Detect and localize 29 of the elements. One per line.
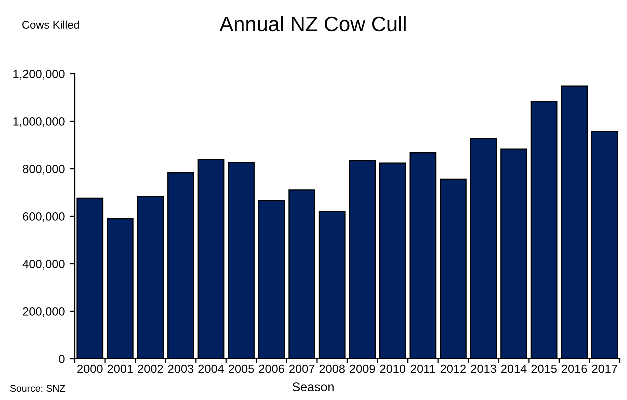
x-tick-label: 2014 <box>501 364 527 374</box>
x-tick-label: 2008 <box>320 364 345 374</box>
x-tick-label: 2012 <box>440 364 466 374</box>
x-tick-label: 2000 <box>78 364 103 374</box>
chart-title: Annual NZ Cow Cull <box>220 16 406 32</box>
y-tick-label: 200,000 <box>23 308 65 318</box>
y-tick-label: 1,000,000 <box>14 118 65 128</box>
x-tick-label: 2001 <box>108 364 133 374</box>
y-tick-label: 1,200,000 <box>14 70 65 80</box>
y-tick-label: 0 <box>59 355 65 364</box>
y-tick-label: 600,000 <box>23 212 65 222</box>
x-tick-label: 2002 <box>138 364 164 374</box>
x-tick-label: 2007 <box>290 364 315 374</box>
x-tick-label: 2009 <box>350 364 376 374</box>
y-axis-title: Cows Killed <box>22 20 80 29</box>
x-tick-label: 2006 <box>259 364 284 374</box>
x-axis-title: Season <box>292 382 334 392</box>
x-tick-label: 2015 <box>532 364 557 374</box>
y-tick-label: 400,000 <box>22 260 65 270</box>
y-tick-label: 800,000 <box>23 165 65 175</box>
source-note: Source: SNZ <box>10 385 66 392</box>
x-tick-label: 2010 <box>380 364 406 374</box>
x-tick-label: 2003 <box>168 364 194 374</box>
x-tick-label: 2013 <box>471 364 496 374</box>
x-tick-label: 2011 <box>411 364 436 374</box>
x-tick-label: 2005 <box>228 364 254 374</box>
x-tick-label: 2016 <box>562 364 588 374</box>
x-tick-label: 2004 <box>198 364 224 374</box>
x-tick-label: 2017 <box>592 364 618 374</box>
